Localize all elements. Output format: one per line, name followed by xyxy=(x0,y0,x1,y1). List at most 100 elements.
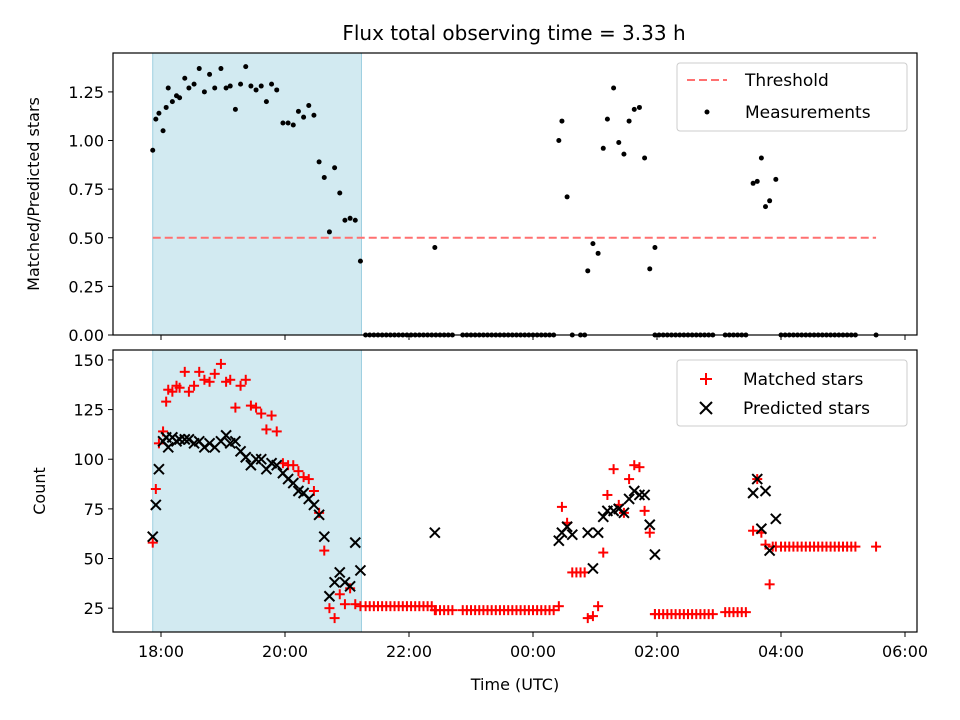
measurement-point xyxy=(182,75,188,81)
predicted-star-point xyxy=(747,487,759,499)
matched-star-point xyxy=(764,579,775,590)
measurement-point xyxy=(223,85,229,91)
measurement-point xyxy=(347,215,353,221)
x-tick-label: 22:00 xyxy=(386,642,432,661)
predicted-star-point xyxy=(150,499,162,511)
x-axis-label: Time (UTC) xyxy=(470,675,559,694)
measurement-point xyxy=(652,244,658,250)
top-y-axis-label: Matched/Predicted stars xyxy=(24,97,43,291)
measurement-point xyxy=(559,118,565,124)
predicted-star-point xyxy=(633,489,646,501)
measurement-point xyxy=(285,120,291,126)
bottom-plot-frame xyxy=(112,349,918,633)
matched-star-point xyxy=(587,611,598,622)
measurement-point xyxy=(626,118,632,124)
matched-star-point xyxy=(748,525,759,536)
measurement-point xyxy=(238,81,244,87)
measurement-point xyxy=(163,104,169,110)
measurement-point xyxy=(342,217,348,223)
predicted-star-point xyxy=(354,564,367,577)
top-y-tick-label: 0.25 xyxy=(68,277,104,296)
x-tick-label: 04:00 xyxy=(758,642,804,661)
predicted-star-point xyxy=(162,441,174,454)
matched-star-point xyxy=(261,424,272,435)
measurement-point xyxy=(600,145,606,151)
chart-title: Flux total observing time = 3.33 h xyxy=(342,21,685,45)
bottom-legend-box xyxy=(676,359,908,427)
matched-star-point xyxy=(225,374,236,385)
top-y-tick-label: 1.25 xyxy=(68,83,104,102)
measurement-point xyxy=(311,112,317,118)
measurement-point xyxy=(636,104,642,110)
matched-star-point xyxy=(644,527,655,538)
top-shaded-span xyxy=(152,52,362,336)
predicted-star-point xyxy=(179,433,191,446)
measurement-point xyxy=(301,114,307,120)
legend-matched-label: Matched stars xyxy=(743,370,863,390)
predicted-star-point xyxy=(751,473,763,485)
top-x-ticks xyxy=(160,335,906,340)
top-y-axis: 0.00 0.25 0.50 0.75 1.00 1.25 xyxy=(68,83,113,345)
measurement-point xyxy=(295,108,301,114)
measurement-point xyxy=(201,89,207,95)
matched-star-point xyxy=(209,368,220,379)
predicted-star-point xyxy=(759,485,772,497)
matched-star-point xyxy=(179,366,190,377)
measurement-point xyxy=(432,244,438,250)
measurement-point xyxy=(263,99,269,105)
matched-star-point xyxy=(707,609,718,620)
measurement-point xyxy=(207,71,213,77)
measurement-point xyxy=(218,66,224,72)
matched-star-point xyxy=(324,603,335,614)
matched-star-point xyxy=(167,386,178,397)
x-tick-label: 00:00 xyxy=(510,642,556,661)
matched-star-point xyxy=(319,545,330,556)
predicted-star-point xyxy=(349,536,361,549)
predicted-star-point xyxy=(153,463,165,475)
bottom-y-tick-label: 150 xyxy=(73,351,104,370)
measurement-point xyxy=(316,159,322,165)
matched-star-point xyxy=(293,466,304,477)
matched-star-point xyxy=(624,474,635,485)
measurement-point xyxy=(767,198,773,204)
measurement-point xyxy=(642,155,648,161)
matched-star-point xyxy=(447,605,458,616)
matched-star-point xyxy=(602,489,613,500)
matched-star-point xyxy=(850,541,861,552)
matched-star-point xyxy=(598,547,609,558)
x-tick-label: 06:00 xyxy=(882,642,928,661)
measurement-point xyxy=(326,229,332,235)
measurement-point xyxy=(352,217,358,223)
measurement-point xyxy=(332,165,338,171)
matched-star-point xyxy=(230,402,241,413)
top-plot-frame xyxy=(112,52,918,336)
measurement-point xyxy=(556,138,562,144)
measurement-point xyxy=(773,176,779,182)
legend-measurements-swatch xyxy=(704,109,710,115)
predicted-star-point xyxy=(318,530,330,543)
measurement-point xyxy=(647,266,653,272)
measurement-point xyxy=(290,122,296,128)
x-tick-label: 20:00 xyxy=(262,642,308,661)
predicted-star-point xyxy=(229,435,242,448)
bottom-y-tick-label: 25 xyxy=(84,599,104,618)
measurement-point xyxy=(274,87,280,93)
measurement-point xyxy=(258,83,264,89)
matched-star-point xyxy=(548,605,559,616)
measurement-point xyxy=(269,81,275,87)
predicted-star-point xyxy=(323,590,336,602)
matched-star-point xyxy=(245,400,256,411)
matched-star-point xyxy=(334,589,345,600)
matched-star-point xyxy=(215,358,226,369)
matched-star-point xyxy=(204,376,215,387)
measurement-point xyxy=(763,204,768,210)
bottom-y-tick-label: 100 xyxy=(73,450,104,469)
matched-star-point xyxy=(303,474,314,485)
measurement-point xyxy=(196,66,202,72)
x-tick-label: 02:00 xyxy=(634,642,680,661)
measurement-point xyxy=(150,147,156,153)
matched-star-point xyxy=(256,408,267,419)
measurement-point xyxy=(248,83,254,89)
measurement-point xyxy=(253,87,259,93)
